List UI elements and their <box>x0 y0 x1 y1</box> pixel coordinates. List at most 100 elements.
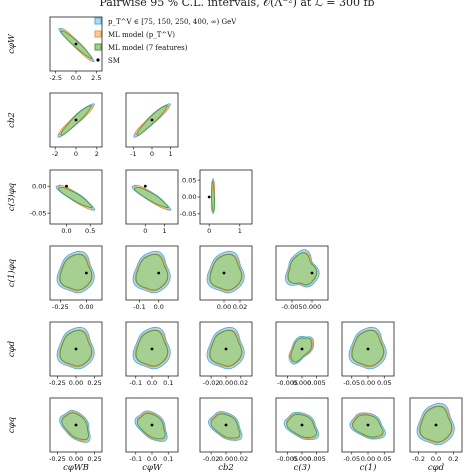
panel-4-2-xtick-label-0: -0.02 <box>203 379 220 387</box>
legend-marker-sm <box>96 58 100 62</box>
panel-4-3-xtick-label-2: 0.005 <box>307 379 326 387</box>
panel-3-2-xtick-label-0: 0.00 <box>217 303 231 311</box>
panel-4-3-xtick-label-1: 0.000 <box>293 379 312 387</box>
panel-4-4-xtick-label-0: -0.05 <box>343 379 360 387</box>
panel-3-3-xtick-label-1: 0.000 <box>303 303 322 311</box>
panel-2-2-contour-ml-7 <box>211 180 215 212</box>
panel-2-2-xtick-label-1: 1 <box>238 227 242 235</box>
panel-5-1-xtick-label-1: 0.0 <box>147 455 157 463</box>
panel-1-1-sm-point <box>150 118 154 122</box>
panel-5-5-xtick-label-0: -0.2 <box>412 455 425 463</box>
panel-5-1-xtick-label-2: 0.1 <box>163 455 173 463</box>
panel-2-2-sm-point <box>207 195 211 199</box>
panel-4-3-sm-point <box>300 347 304 351</box>
panel-2-0-xtick-label-0: 0.0 <box>61 227 71 235</box>
panel-3-1-contour-ml-7 <box>135 253 169 291</box>
panel-2-0-xtick-label-1: 0.5 <box>85 227 95 235</box>
panel-5-2-xtick-label-1: 0.00 <box>219 455 233 463</box>
panel-5-5-xtick-label-2: 0.2 <box>448 455 458 463</box>
panel-5-3-xtick-label-1: 0.000 <box>293 455 312 463</box>
panel-2-2-xtick-label-0: 0 <box>207 227 211 235</box>
panel-5-2-sm-point <box>224 423 228 427</box>
panel-1-0-sm-point <box>74 118 78 122</box>
panel-4-4-xtick-label-1: 0.00 <box>361 379 375 387</box>
panel-5-0-xtick-label-0: -0.25 <box>49 455 66 463</box>
panel-4-2-xtick-label-2: 0.02 <box>234 379 248 387</box>
panel-5-0-xtick-label-1: 0.00 <box>69 455 83 463</box>
legend-swatch-binned <box>94 17 102 25</box>
panel-3-0-xtick-label-1: 0.00 <box>79 303 93 311</box>
panel-5-0-sm-point <box>74 423 78 427</box>
panel-4-1-sm-point <box>150 347 154 351</box>
figure-title: Pairwise 95 % C.L. intervals, 𝒪(Λ⁻²) at … <box>99 0 374 9</box>
panel-5-1-sm-point <box>150 423 154 427</box>
panel-5-3-xtick-label-2: 0.005 <box>307 455 326 463</box>
row-label-5: cφq <box>7 416 17 433</box>
panel-2-0-sm-point <box>65 184 68 188</box>
panel-2-1-xtick-label-0: 0 <box>143 227 147 235</box>
panel-2-2-ytick-label-1: 0.00 <box>182 193 196 201</box>
panel-2-0-ytick-label-1: -0.05 <box>30 209 47 217</box>
panel-5-0-xtick-label-2: 0.25 <box>87 455 101 463</box>
panel-5-3-sm-point <box>300 423 304 427</box>
panel-2-1-contour-ml-7 <box>134 186 169 209</box>
panel-0-0-xtick-label-1: 0.0 <box>71 74 81 82</box>
panel-5-2-xtick-label-2: 0.02 <box>234 455 248 463</box>
col-label-1: cφW <box>142 463 163 473</box>
row-label-2: c(3)φq <box>6 182 17 211</box>
panel-4-4-xtick-label-2: 0.05 <box>377 379 391 387</box>
legend-swatch-ml-ptv <box>94 30 102 38</box>
panel-3-0-xtick-label-0: -0.25 <box>52 303 69 311</box>
panel-1-1-xtick-label-1: 0 <box>150 150 154 158</box>
panel-0-0-xtick-label-2: 2.5 <box>91 74 101 82</box>
panels-group: -2.5 0.0 2.5-2 0 2 -1 0 10.0 0.50.00-0.050 1 0 10.0… <box>6 16 463 473</box>
panel-3-0-sm-point <box>85 271 88 275</box>
panel-4-0-sm-point <box>74 347 78 351</box>
panel-0-0-sm-point <box>74 42 78 46</box>
panel-3-1-xtick-label-0: -0.1 <box>133 303 146 311</box>
panel-2-2-ytick-label-2: -0.05 <box>180 210 197 218</box>
panel-3-2-xtick-label-1: 0.02 <box>233 303 247 311</box>
panel-3-1-sm-point <box>157 271 161 275</box>
panel-4-1-xtick-label-2: 0.1 <box>163 379 173 387</box>
panel-5-5-sm-point <box>434 423 438 427</box>
panel-1-0-xtick-label-0: -2 <box>52 150 58 158</box>
col-label-3: c(3) <box>294 462 311 473</box>
col-label-4: c(1) <box>360 462 377 473</box>
panel-5-3-xtick-label-0: -0.005 <box>277 455 298 463</box>
row-label-1: cb2 <box>7 112 17 128</box>
panel-5-2-xtick-label-0: -0.02 <box>203 455 220 463</box>
panel-2-0-ytick-label-0: 0.00 <box>32 182 46 190</box>
row-label-4: cφd <box>7 340 17 357</box>
panel-1-1-xtick-label-0: -1 <box>130 150 136 158</box>
panel-3-2-sm-point <box>222 271 226 275</box>
panel-3-0-contour-ml-7 <box>59 253 93 291</box>
panel-3-3-contour-ml-7 <box>287 252 318 286</box>
legend-label-ml-7: ML model (7 features) <box>108 44 188 52</box>
panel-0-0-xtick-label-0: -2.5 <box>49 74 62 82</box>
panel-4-1-xtick-label-1: 0.0 <box>147 379 157 387</box>
legend-swatch-ml-7 <box>94 43 102 51</box>
legend: p_T^V ∈ [75, 150, 250, 400, ∞) GeV ML mo… <box>94 17 237 65</box>
panel-4-4-sm-point <box>366 347 370 351</box>
panel-5-1-xtick-label-0: -0.1 <box>129 455 142 463</box>
panel-3-2-contour-ml-7 <box>209 253 243 291</box>
panel-1-1-xtick-label-2: 1 <box>169 150 173 158</box>
panel-5-5-xtick-label-1: 0.0 <box>431 455 441 463</box>
panel-5-0-contour-ml-7 <box>61 412 89 441</box>
panel-2-2-ytick-label-0: 0.05 <box>182 176 196 184</box>
row-label-3: c(1)φq <box>6 258 17 287</box>
panel-5-4-xtick-label-1: 0.00 <box>361 455 375 463</box>
panel-1-0-xtick-label-2: 2 <box>95 150 99 158</box>
panel-3-3-xtick-label-0: -0.005 <box>282 303 303 311</box>
panel-2-1-xtick-label-1: 1 <box>162 227 166 235</box>
col-label-0: cφWB <box>63 463 89 473</box>
col-label-2: cb2 <box>218 463 234 473</box>
panel-4-0-xtick-label-2: 0.25 <box>87 379 101 387</box>
row-label-0: cφW <box>7 33 17 54</box>
legend-label-ml-ptv: ML model (p_T^V) <box>108 31 175 39</box>
panel-5-4-sm-point <box>366 423 370 427</box>
panel-4-0-xtick-label-1: 0.00 <box>69 379 83 387</box>
panel-2-1-sm-point <box>143 184 147 188</box>
